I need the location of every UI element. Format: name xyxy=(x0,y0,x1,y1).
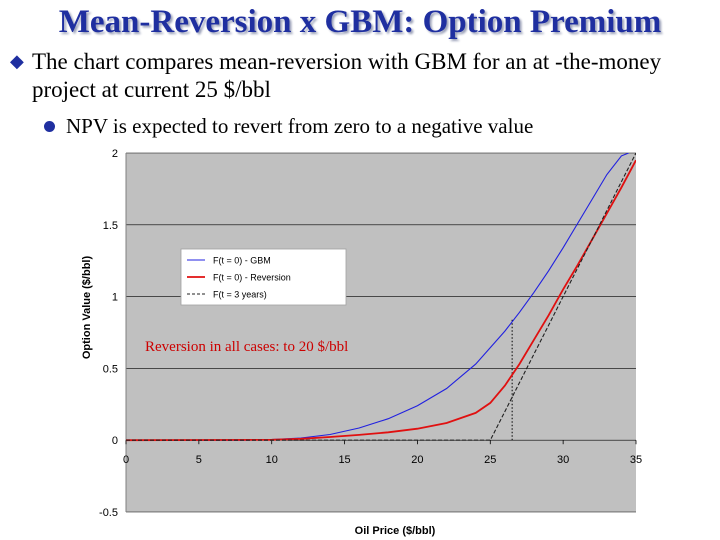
y-tick-label: -0.5 xyxy=(99,507,118,519)
y-tick-label: 1 xyxy=(112,292,118,304)
annotation-box xyxy=(140,331,404,360)
legend-label-1: F(t = 0) - GBM xyxy=(213,256,271,266)
y-tick-label: 2 xyxy=(112,148,118,160)
y-tick-label: 1.5 xyxy=(103,220,118,232)
x-tick-label: 20 xyxy=(411,454,423,466)
y-axis-title: Option Value ($/bbl) xyxy=(81,256,93,360)
y-tick-label: 0 xyxy=(112,435,118,447)
x-axis-title: Oil Price ($/bbl) xyxy=(355,525,436,537)
bullet-2-text: NPV is expected to revert from zero to a… xyxy=(66,114,534,138)
x-tick-label: 25 xyxy=(484,454,496,466)
series-line-3 xyxy=(126,153,636,441)
diamond-bullet-icon: ◆ xyxy=(10,51,24,71)
x-tick-label: 35 xyxy=(630,454,642,466)
x-tick-label: 10 xyxy=(266,454,278,466)
slide-title: Mean-Reversion x GBM: Option Premium xyxy=(58,4,662,40)
legend-label-3: F(t = 3 years) xyxy=(213,290,267,300)
series-line-1 xyxy=(126,153,629,441)
x-tick-label: 15 xyxy=(338,454,350,466)
round-bullet-icon xyxy=(44,121,55,132)
legend-label-2: F(t = 0) - Reversion xyxy=(213,273,291,283)
x-tick-label: 30 xyxy=(557,454,569,466)
bullet-point-1: ◆ The chart compares mean-reversion with… xyxy=(10,48,715,104)
annotation-text: Reversion in all cases: to 20 $/bbl xyxy=(145,339,348,355)
y-tick-label: 0.5 xyxy=(103,363,118,375)
bullet-1-text: The chart compares mean-reversion with G… xyxy=(32,49,662,102)
bullet-point-2: NPV is expected to revert from zero to a… xyxy=(44,113,714,139)
x-tick-label: 0 xyxy=(123,454,129,466)
x-tick-label: 5 xyxy=(196,454,202,466)
legend-box xyxy=(180,248,347,306)
